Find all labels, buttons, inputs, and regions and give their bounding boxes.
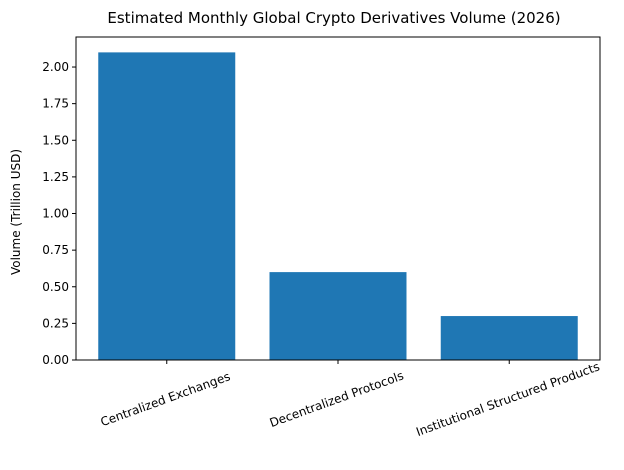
bar-2 [440, 316, 578, 360]
x-tick-label: Institutional Structured Products [414, 359, 601, 439]
y-tick-label: 0.75 [42, 243, 69, 257]
y-axis-label: Volume (Trillion USD) [9, 149, 23, 275]
bars-group [98, 52, 578, 360]
x-tick-label: Centralized Exchanges [99, 369, 233, 429]
y-ticks-group: 0.00 0.25 0.50 0.75 1.00 1.25 1.50 1.75 2.00 [42, 60, 76, 367]
bar-1 [269, 272, 407, 360]
y-tick-label: 2.00 [42, 60, 69, 74]
y-tick-label: 0.00 [42, 353, 69, 367]
y-tick-label: 1.00 [42, 207, 69, 221]
y-tick-label: 1.25 [42, 170, 69, 184]
bar-0 [98, 52, 236, 360]
plot-frame [75, 36, 601, 361]
y-tick-label: 0.25 [42, 316, 69, 330]
x-tick-label: Decentralized Protocols [268, 368, 406, 430]
y-tick-label: 0.50 [42, 280, 69, 294]
y-tick-label: 1.50 [42, 133, 69, 147]
chart-title: Estimated Monthly Global Crypto Derivati… [107, 9, 560, 27]
x-ticks-group: Centralized Exchanges Decentralized Proto… [99, 359, 602, 439]
y-tick-label: 1.75 [42, 97, 69, 111]
